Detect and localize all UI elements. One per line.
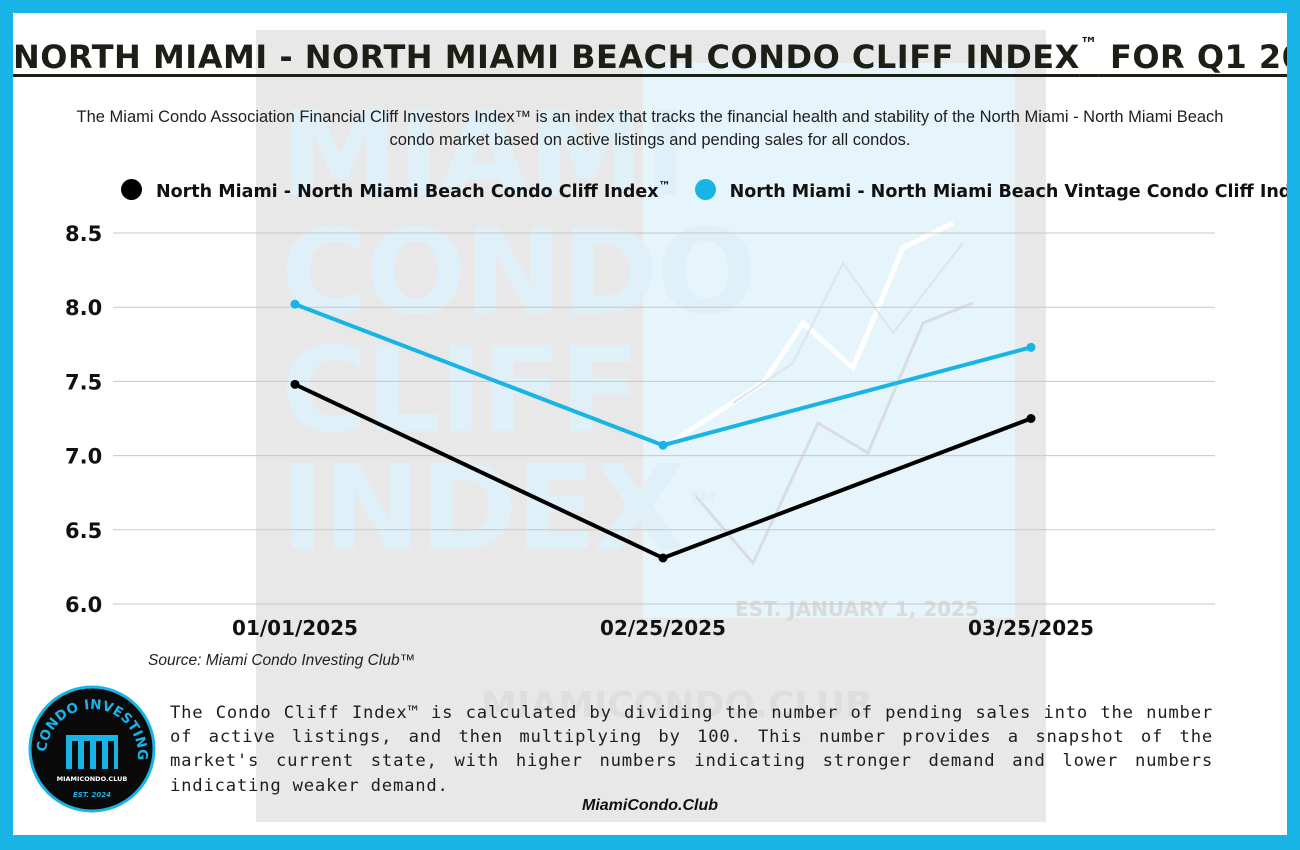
chart-title-tm: ™ bbox=[1079, 34, 1099, 55]
watermark-word: MIAMI bbox=[281, 85, 687, 223]
legend-item: North Miami - North Miami Beach Vintage … bbox=[694, 179, 1287, 202]
legend-marker-icon bbox=[121, 179, 142, 201]
club-logo-icon: MIAMI CONDO INVESTING CLUB MIAMICONDO.CL… bbox=[28, 685, 156, 813]
watermark-bottom: MIAMICONDO.CLUB bbox=[481, 685, 873, 726]
chart-title: NORTH MIAMI - NORTH MIAMI BEACH CONDO CL… bbox=[13, 34, 1287, 76]
data-point bbox=[1026, 342, 1036, 352]
series-line-0 bbox=[294, 382, 1032, 560]
data-point bbox=[290, 379, 300, 389]
data-point bbox=[658, 440, 668, 450]
logo-est: EST. 2024 bbox=[73, 791, 111, 799]
x-tick-label: 02/25/2025 bbox=[600, 616, 726, 640]
y-tick-label: 7.5 bbox=[65, 370, 102, 394]
y-tick-label: 6.0 bbox=[65, 593, 102, 617]
y-tick-label: 7.0 bbox=[65, 445, 102, 469]
watermark-word: INDEX bbox=[281, 439, 685, 577]
chart-title-suffix: FOR Q1 2025 bbox=[1109, 38, 1287, 76]
data-point bbox=[658, 553, 668, 563]
chart-subtitle: The Miami Condo Association Financial Cl… bbox=[76, 108, 1224, 149]
x-tick-label: 03/25/2025 bbox=[968, 616, 1094, 640]
watermark-est: EST. JANUARY 1, 2025 bbox=[735, 597, 979, 621]
watermark-word: CLIFF bbox=[281, 321, 640, 459]
legend-marker-icon bbox=[694, 179, 716, 201]
data-point bbox=[1026, 414, 1036, 423]
legend-item: North Miami - North Miami Beach Condo Cl… bbox=[121, 178, 671, 202]
logo-url: MIAMICONDO.CLUB bbox=[57, 775, 128, 783]
legend-label: North Miami - North Miami Beach Condo Cl… bbox=[156, 178, 671, 202]
footer-site: MiamiCondo.Club bbox=[582, 797, 718, 814]
watermark-chart-graphic bbox=[671, 220, 974, 566]
y-tick-label: 8.5 bbox=[65, 222, 102, 246]
page-frame: MIAMI CONDO CLIFF INDEX™ EST. JANUARY 1,… bbox=[13, 13, 1287, 835]
watermark-tm: ™ bbox=[683, 485, 723, 531]
chart-legend: North Miami - North Miami Beach Condo Cl… bbox=[121, 175, 1287, 205]
watermark-chart-panel bbox=[643, 63, 1015, 618]
source-note: Source: Miami Condo Investing Club™ bbox=[148, 652, 416, 669]
legend-label: North Miami - North Miami Beach Vintage … bbox=[729, 181, 1287, 202]
watermark-words: MIAMI CONDO CLIFF INDEX™ bbox=[281, 85, 757, 567]
index-description: The Condo Cliff Index™ is calculated by … bbox=[170, 703, 1213, 796]
y-tick-label: 6.5 bbox=[65, 519, 102, 543]
series-line-1 bbox=[294, 302, 1032, 448]
x-tick-label: 01/01/2025 bbox=[232, 616, 358, 640]
chart-title-text: NORTH MIAMI - NORTH MIAMI BEACH CONDO CL… bbox=[13, 38, 1080, 76]
y-tick-label: 8.0 bbox=[65, 296, 102, 320]
data-point bbox=[290, 299, 300, 309]
line-chart: 8.5 8.0 7.5 7.0 6.5 6.0 01/01/2025 02/25/2025 03… bbox=[65, 222, 1215, 640]
